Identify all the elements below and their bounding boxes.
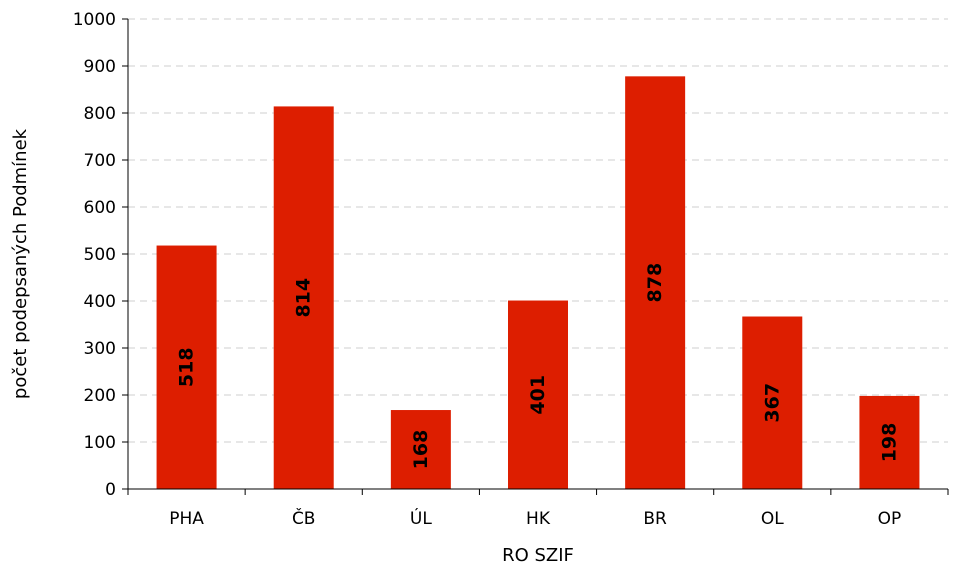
y-tick-label: 200 <box>84 386 116 406</box>
y-axis-title: počet podepsaných Podmínek <box>10 128 31 399</box>
y-tick-label: 300 <box>84 339 116 359</box>
x-tick-label: PHA <box>169 509 204 529</box>
bar <box>625 76 686 489</box>
data-label: 168 <box>410 430 432 470</box>
data-label: 198 <box>878 423 900 463</box>
x-tick-label: OP <box>878 509 902 529</box>
y-tick-label: 0 <box>105 480 116 500</box>
x-axis-ticks: PHA ČB ÚL HK BR OL OP <box>127 489 949 529</box>
bars <box>156 76 920 490</box>
data-labels: 518 814 168 401 878 367 198 <box>176 263 901 470</box>
y-tick-label: 100 <box>84 433 116 453</box>
x-tick-label: ČB <box>292 507 316 529</box>
bar <box>390 410 451 489</box>
x-tick-label: OL <box>761 509 784 529</box>
y-tick-label: 900 <box>84 57 116 77</box>
bar <box>742 316 803 489</box>
x-tick-label: BR <box>643 509 667 529</box>
y-tick-label: 700 <box>84 151 116 171</box>
bar <box>508 300 568 489</box>
x-axis-title: RO SZIF <box>502 545 574 565</box>
y-tick-label: 800 <box>84 104 116 124</box>
data-label: 814 <box>293 278 315 318</box>
x-tick-label: ÚL <box>410 507 432 529</box>
data-label: 878 <box>644 263 666 303</box>
y-axis-ticks: 0 100 200 300 400 500 600 700 800 900 1000 <box>73 10 128 500</box>
data-label: 367 <box>761 383 783 423</box>
y-tick-label: 600 <box>84 198 116 218</box>
data-label: 401 <box>527 375 549 415</box>
bar <box>859 395 920 489</box>
data-label: 518 <box>176 347 198 387</box>
bar <box>156 245 217 489</box>
bar <box>273 106 334 490</box>
x-tick-label: HK <box>526 509 551 529</box>
y-tick-label: 1000 <box>73 10 116 30</box>
y-tick-label: 500 <box>84 245 116 265</box>
y-tick-label: 400 <box>84 292 116 312</box>
